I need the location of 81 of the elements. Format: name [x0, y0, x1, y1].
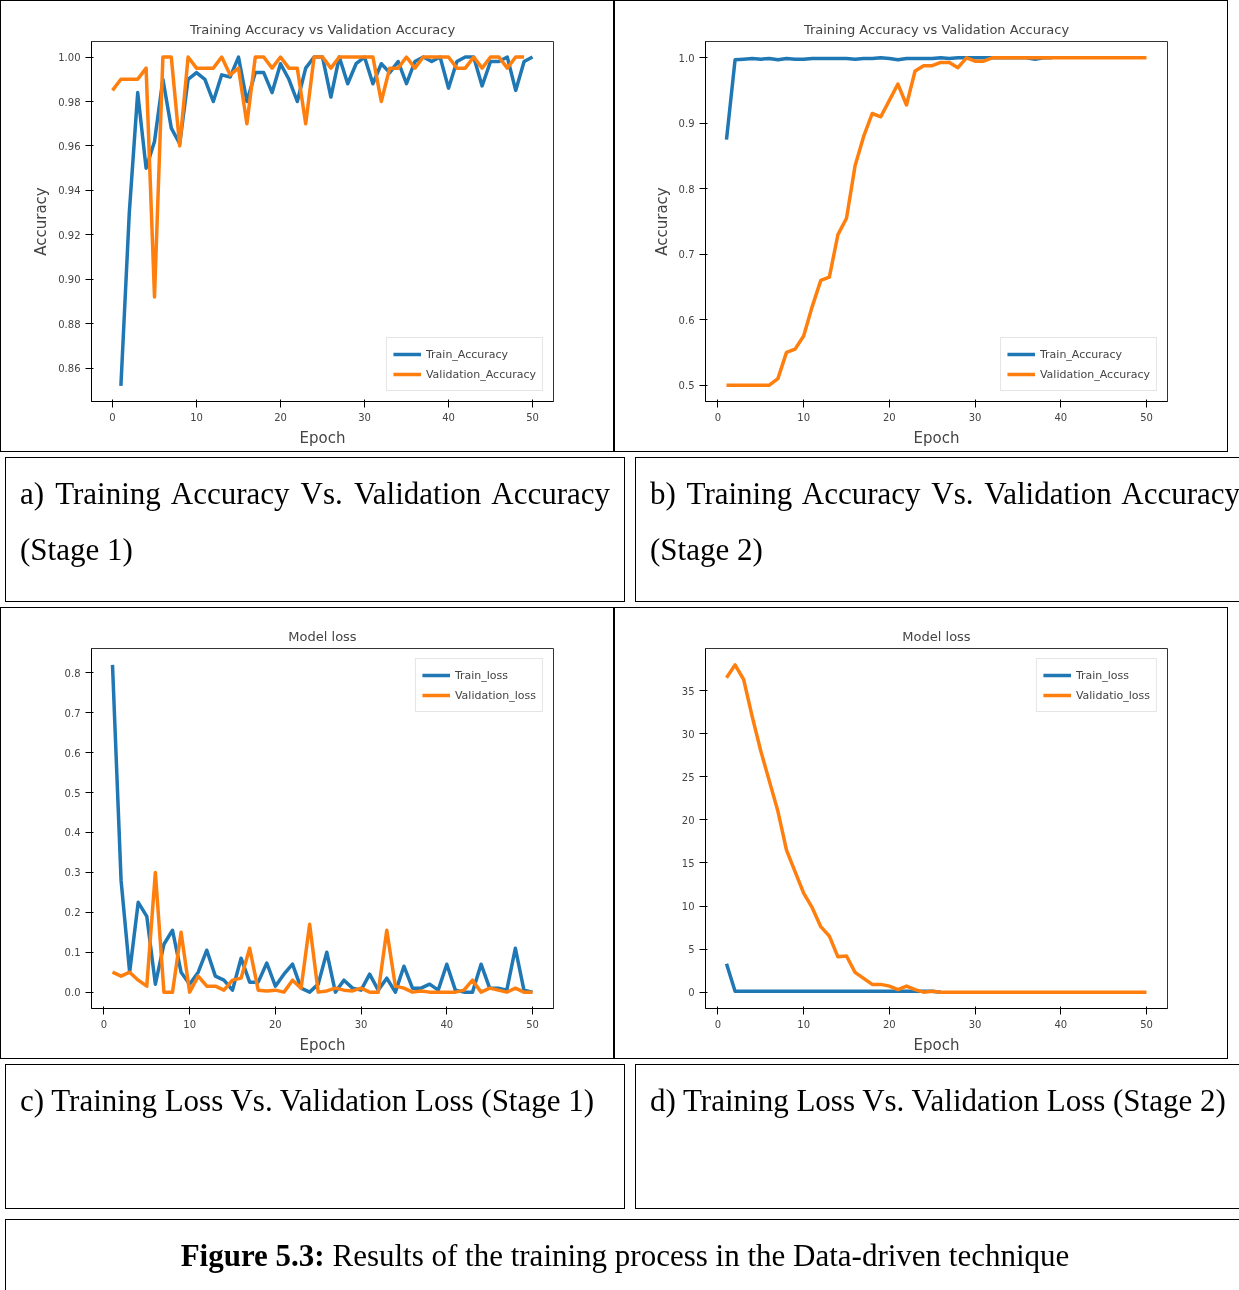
- y-tick-label: 0.98: [58, 96, 81, 108]
- x-axis-title: Epoch: [299, 428, 346, 447]
- text: d) Training Loss Vs. Validation Loss (Stage 2): [650, 1082, 1226, 1120]
- x-axis-title: Epoch: [299, 1035, 346, 1054]
- y-tick-label: 10: [681, 901, 695, 913]
- y-tick-label: 30: [681, 728, 695, 740]
- y-tick-label: 0.94: [58, 185, 81, 197]
- y-tick-label: 0.3: [64, 867, 81, 879]
- y-tick-label: 0.88: [58, 318, 81, 330]
- x-tick-label: 10: [797, 411, 811, 423]
- y-tick-label: 0.9: [678, 118, 695, 130]
- x-tick-label: 40: [1054, 1018, 1068, 1030]
- y-tick-label: 0.4: [64, 827, 81, 839]
- y-tick-label: 0.2: [64, 907, 81, 919]
- x-tick-label: 20: [882, 411, 896, 423]
- y-tick-label: 0.6: [678, 314, 695, 326]
- x-tick-label: 30: [968, 1018, 982, 1030]
- y-tick-label: 1.0: [678, 52, 695, 64]
- x-tick-label: 30: [358, 411, 371, 423]
- legend-label: Validatio_loss: [1075, 688, 1150, 702]
- x-tick-label: 10: [797, 1018, 811, 1030]
- x-tick-label: 20: [274, 411, 287, 423]
- legend-label: Validation_Accuracy: [1039, 367, 1150, 381]
- line-series: [110, 55, 526, 299]
- y-tick-label: 0.92: [58, 229, 81, 241]
- y-tick-label: 0: [688, 987, 695, 999]
- y-tick-label: 0.90: [58, 274, 81, 286]
- x-tick-label: 40: [1054, 411, 1068, 423]
- legend-label: Validation_loss: [454, 688, 536, 702]
- x-tick-label: 0: [714, 1018, 722, 1030]
- y-tick-label: 0.5: [678, 380, 695, 392]
- line-series: [110, 870, 535, 994]
- chart-title: Training Accuracy vs Validation Accuracy: [802, 21, 1070, 37]
- y-tick-label: 35: [681, 685, 695, 697]
- x-tick-label: 50: [526, 1018, 539, 1030]
- x-tick-label: 0: [714, 411, 722, 423]
- x-tick-label: 50: [1140, 1018, 1153, 1030]
- x-tick-label: 50: [526, 411, 539, 423]
- y-tick-label: 0.7: [64, 707, 81, 719]
- caption: Figure 5.3: Results of the training process in the Data-driven technique: [180, 1237, 1070, 1275]
- chart-title: Training Accuracy vs Validation Accuracy: [188, 21, 456, 37]
- y-tick-label: 25: [681, 771, 695, 783]
- legend-label: Train_Accuracy: [425, 347, 509, 361]
- legend-label: Train_Accuracy: [1039, 347, 1123, 361]
- legend-label: Validation_Accuracy: [425, 367, 536, 381]
- y-tick-label: 0.86: [58, 363, 81, 375]
- x-tick-label: 50: [1140, 411, 1153, 423]
- y-tick-label: 1.00: [58, 52, 81, 64]
- y-tick-label: 0.8: [64, 667, 81, 679]
- x-tick-label: 30: [354, 1018, 368, 1030]
- x-tick-label: 20: [882, 1018, 896, 1030]
- x-axis-title: Epoch: [913, 428, 960, 447]
- x-tick-label: 10: [183, 1018, 197, 1030]
- x-tick-label: 10: [190, 411, 203, 423]
- text: a) Training Accuracy Vs. Validation Accuracy (Stage 1): [20, 475, 610, 569]
- x-tick-label: 40: [440, 1018, 454, 1030]
- y-tick-label: 0.0: [64, 987, 81, 999]
- x-tick-label: 0: [109, 411, 116, 423]
- y-axis-title: Accuracy: [32, 187, 51, 256]
- y-axis-title: Accuracy: [652, 187, 671, 256]
- chart-title: Model loss: [288, 628, 357, 644]
- x-tick-label: 30: [968, 411, 982, 423]
- y-tick-label: 0.96: [58, 140, 81, 152]
- line-series: [724, 56, 1149, 387]
- x-axis-title: Epoch: [913, 1035, 960, 1054]
- text: c) Training Loss Vs. Validation Loss (Stage 1): [20, 1082, 595, 1120]
- y-tick-label: 20: [681, 814, 695, 826]
- legend-label: Train_loss: [454, 668, 509, 682]
- chart-title: Model loss: [902, 628, 971, 644]
- y-tick-label: 0.7: [678, 249, 695, 261]
- y-tick-label: 5: [688, 944, 695, 956]
- y-tick-label: 15: [681, 857, 695, 869]
- y-tick-label: 0.8: [678, 183, 695, 195]
- y-tick-label: 0.6: [64, 747, 81, 759]
- x-tick-label: 40: [442, 411, 455, 423]
- x-tick-label: 20: [268, 1018, 282, 1030]
- line-series: [724, 663, 1149, 994]
- legend-label: Train_loss: [1075, 668, 1130, 682]
- x-tick-label: 0: [100, 1018, 108, 1030]
- y-tick-label: 0.1: [64, 947, 81, 959]
- y-tick-label: 0.5: [64, 787, 81, 799]
